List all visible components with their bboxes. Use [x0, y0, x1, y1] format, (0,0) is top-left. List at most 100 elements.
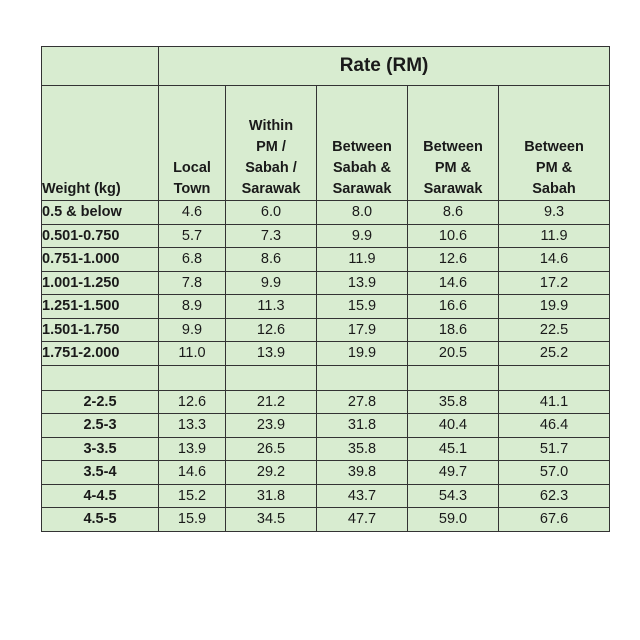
column-header-line: Sarawak [423, 181, 483, 197]
corner-cell [41, 46, 159, 86]
rate-cell: 7.3 [225, 223, 317, 248]
empty-cell [316, 364, 408, 391]
rate-cell: 9.9 [158, 317, 226, 342]
column-header-line: Between [332, 139, 392, 155]
table-row: 4.5-5 15.9 34.5 47.7 59.0 67.6 [41, 507, 611, 532]
rate-cell: 17.9 [316, 317, 408, 342]
rate-cell: 31.8 [316, 413, 408, 438]
rate-cell: 19.9 [497, 294, 611, 319]
rate-cell: 13.9 [225, 341, 317, 366]
table-row: 3.5-4 14.6 29.2 39.8 49.7 57.0 [41, 460, 611, 485]
rate-cell: 12.6 [225, 317, 317, 342]
table-row: 1.751-2.000 11.0 13.9 19.9 20.5 25.2 [41, 341, 611, 366]
table-row: 1.001-1.250 7.8 9.9 13.9 14.6 17.2 [41, 270, 611, 295]
table-row: 4-4.5 15.2 31.8 43.7 54.3 62.3 [41, 483, 611, 508]
rate-cell: 8.6 [407, 200, 499, 225]
rate-cell: 14.6 [407, 270, 499, 295]
rate-cell: 13.3 [158, 413, 226, 438]
rate-cell: 8.9 [158, 294, 226, 319]
empty-cell [407, 364, 499, 391]
table-row: 2.5-3 13.3 23.9 31.8 40.4 46.4 [41, 413, 611, 438]
rate-cell: 45.1 [407, 436, 499, 461]
rate-table-body: 0.5 & below 4.6 6.0 8.0 8.6 9.3 0.501-0.750 5.7… [41, 200, 611, 532]
rate-cell: 59.0 [407, 507, 499, 532]
rate-cell: 13.9 [316, 270, 408, 295]
weight-cell: 1.251-1.500 [41, 294, 159, 319]
column-header-line: Weight (kg) [42, 181, 121, 197]
rate-cell: 26.5 [225, 436, 317, 461]
weight-cell: 2.5-3 [41, 413, 159, 438]
weight-cell: 4-4.5 [41, 483, 159, 508]
rate-cell: 11.3 [225, 294, 317, 319]
column-header-line: Town [173, 181, 211, 197]
table-row: 0.751-1.000 6.8 8.6 11.9 12.6 14.6 [41, 247, 611, 272]
rate-cell: 10.6 [407, 223, 499, 248]
rate-cell: 12.6 [158, 389, 226, 414]
column-header-line: Sabah / [245, 160, 297, 176]
rate-cell: 6.0 [225, 200, 317, 225]
rate-cell: 35.8 [407, 389, 499, 414]
rate-cell: 15.9 [316, 294, 408, 319]
rate-cell: 34.5 [225, 507, 317, 532]
local-town-column-header: Local Town [158, 85, 226, 201]
pm-sabah-column-header: Between PM & Sabah [497, 85, 611, 201]
column-header-line: Between [423, 139, 483, 155]
rate-cell: 11.0 [158, 341, 226, 366]
rate-cell: 15.9 [158, 507, 226, 532]
pm-sarawak-column-header: Between PM & Sarawak [407, 85, 499, 201]
weight-cell: 3-3.5 [41, 436, 159, 461]
rate-cell: 23.9 [225, 413, 317, 438]
rate-cell: 14.6 [497, 247, 611, 272]
weight-cell: 0.5 & below [41, 200, 159, 225]
column-header-line: Sabah [532, 181, 576, 197]
rate-cell: 43.7 [316, 483, 408, 508]
rate-cell: 40.4 [407, 413, 499, 438]
table-row: 1.501-1.750 9.9 12.6 17.9 18.6 22.5 [41, 317, 611, 342]
weight-cell: 1.501-1.750 [41, 317, 159, 342]
rate-cell: 12.6 [407, 247, 499, 272]
within-column-header: Within PM / Sabah / Sarawak [225, 85, 317, 201]
column-header-line: Sarawak [241, 181, 301, 197]
rate-cell: 62.3 [497, 483, 611, 508]
rate-cell: 9.9 [225, 270, 317, 295]
table-row: 2-2.5 12.6 21.2 27.8 35.8 41.1 [41, 389, 611, 414]
rate-cell: 17.2 [497, 270, 611, 295]
table-row: 0.501-0.750 5.7 7.3 9.9 10.6 11.9 [41, 223, 611, 248]
rate-cell: 29.2 [225, 460, 317, 485]
column-header-line: Within [248, 118, 294, 134]
weight-cell: 1.001-1.250 [41, 270, 159, 295]
rate-cell: 54.3 [407, 483, 499, 508]
rate-cell: 21.2 [225, 389, 317, 414]
rate-cell: 4.6 [158, 200, 226, 225]
column-header-line: PM & [535, 160, 573, 176]
table-row: 0.5 & below 4.6 6.0 8.0 8.6 9.3 [41, 200, 611, 225]
rate-cell: 57.0 [497, 460, 611, 485]
empty-cell [41, 364, 159, 391]
column-header-line: PM & [434, 160, 472, 176]
weight-cell: 0.751-1.000 [41, 247, 159, 272]
rate-cell: 5.7 [158, 223, 226, 248]
rate-cell: 49.7 [407, 460, 499, 485]
rate-cell: 51.7 [497, 436, 611, 461]
weight-cell: 0.501-0.750 [41, 223, 159, 248]
table-row: 1.251-1.500 8.9 11.3 15.9 16.6 19.9 [41, 294, 611, 319]
rate-cell: 16.6 [407, 294, 499, 319]
rate-cell: 19.9 [316, 341, 408, 366]
rate-cell: 22.5 [497, 317, 611, 342]
column-header-line: Between [524, 139, 584, 155]
rate-cell: 11.9 [497, 223, 611, 248]
weight-cell: 3.5-4 [41, 460, 159, 485]
rate-cell: 7.8 [158, 270, 226, 295]
empty-cell [225, 364, 317, 391]
rate-cell: 20.5 [407, 341, 499, 366]
rate-cell: 46.4 [497, 413, 611, 438]
spacer-row [41, 364, 611, 391]
rate-cell: 13.9 [158, 436, 226, 461]
rate-cell: 35.8 [316, 436, 408, 461]
rate-cell: 41.1 [497, 389, 611, 414]
weight-cell: 2-2.5 [41, 389, 159, 414]
table-row: 3-3.5 13.9 26.5 35.8 45.1 51.7 [41, 436, 611, 461]
rate-cell: 47.7 [316, 507, 408, 532]
rate-cell: 6.8 [158, 247, 226, 272]
rate-cell: 11.9 [316, 247, 408, 272]
